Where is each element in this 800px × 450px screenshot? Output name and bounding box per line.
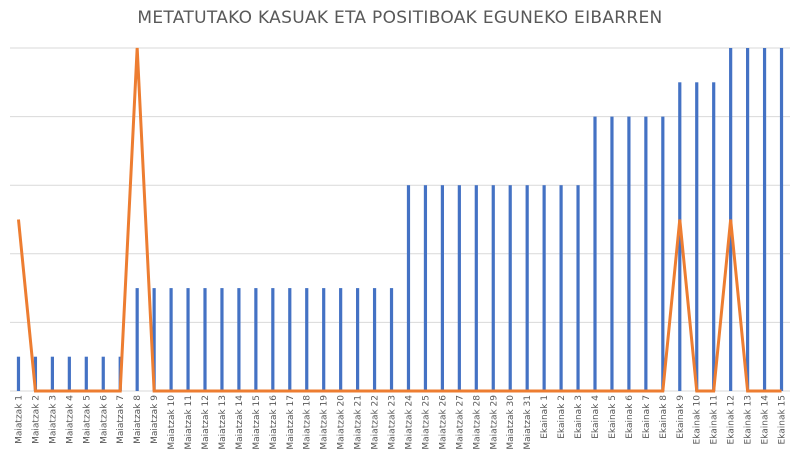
bar <box>610 116 614 391</box>
x-tick-label: Maiatzak 19 <box>320 395 330 450</box>
bar <box>33 356 38 391</box>
x-tick-label: Maiatzak 27 <box>455 395 465 450</box>
x-tick-label: Ekainak 1 <box>540 395 550 439</box>
bar <box>406 185 411 391</box>
bar <box>186 288 190 391</box>
bar <box>474 185 478 391</box>
x-tick-label: Maiatzak 17 <box>286 395 296 450</box>
bar <box>695 82 699 392</box>
bar <box>169 288 173 391</box>
bar <box>84 356 88 391</box>
x-tick-label: Ekainak 5 <box>608 395 618 439</box>
bar <box>288 288 292 391</box>
x-tick-label: Maiatzak 14 <box>235 395 245 450</box>
x-tick-label: Maiatzak 31 <box>523 395 533 450</box>
bar <box>254 288 258 391</box>
x-tick-label: Maiatzak 4 <box>65 395 75 444</box>
bar <box>237 288 241 391</box>
x-tick-label: Ekainak 2 <box>557 395 567 439</box>
bar <box>220 288 224 391</box>
x-tick-label: Maiatzak 28 <box>472 395 482 450</box>
bar <box>712 82 716 392</box>
bar <box>67 356 71 391</box>
x-tick-label: Maiatzak 7 <box>116 395 126 444</box>
bar <box>101 356 105 391</box>
x-tick-label: Maiatzak 16 <box>269 395 279 450</box>
series-line <box>16 47 782 393</box>
x-tick-label: Maiatzak 26 <box>438 395 448 450</box>
bar <box>305 288 309 391</box>
gridlines <box>10 47 790 392</box>
x-tick-label: Maiatzak 18 <box>303 395 313 450</box>
x-tick-label: Maiatzak 10 <box>167 395 177 450</box>
bar <box>559 185 563 391</box>
x-tick-label: Maiatzak 6 <box>99 395 109 444</box>
x-tick-label: Maiatzak 1 <box>14 395 24 444</box>
x-tick-label: Maiatzak 8 <box>133 395 143 444</box>
bar <box>779 48 784 391</box>
bar <box>16 356 21 391</box>
x-tick-label: Ekainak 8 <box>659 395 669 439</box>
x-tick-label: Maiatzak 29 <box>489 395 499 450</box>
bar <box>542 185 546 391</box>
bar <box>440 185 444 391</box>
x-tick-label: Maiatzak 30 <box>506 395 516 450</box>
x-tick-label: Ekainak 15 <box>778 395 788 445</box>
x-tick-label: Maiatzak 20 <box>337 395 347 450</box>
x-tick-label: Maiatzak 21 <box>354 395 364 450</box>
bar <box>339 288 343 391</box>
bar <box>50 356 54 391</box>
x-tick-label: Maiatzak 13 <box>218 395 228 450</box>
bar <box>152 288 156 391</box>
x-tick-label: Ekainak 14 <box>761 395 771 445</box>
x-tick-label: Maiatzak 9 <box>150 395 160 444</box>
bar <box>525 185 529 391</box>
line-series <box>16 47 782 393</box>
x-axis-tick-labels: Maiatzak 1 Maiatzak 2 Maiatzak 3 Maiatzak 4… <box>14 395 787 450</box>
chart-title: METATUTAKO KASUAK ETA POSITIBOAK EGUNEKO… <box>137 8 663 28</box>
x-tick-label: Maiatzak 15 <box>252 395 262 450</box>
bar <box>762 48 767 391</box>
bar <box>203 288 207 391</box>
bar <box>372 288 377 391</box>
bar <box>678 82 682 392</box>
x-tick-label: Ekainak 3 <box>574 395 584 439</box>
bar <box>389 288 394 391</box>
x-tick-label: Ekainak 12 <box>727 395 737 445</box>
bar <box>423 185 428 391</box>
x-tick-label: Ekainak 10 <box>693 395 703 445</box>
x-tick-label: Maiatzak 5 <box>82 395 92 444</box>
bar <box>593 116 597 391</box>
bar <box>746 48 750 391</box>
x-tick-label: Ekainak 4 <box>591 395 601 439</box>
x-tick-label: Ekainak 7 <box>642 395 652 439</box>
bar <box>457 185 461 391</box>
bar <box>322 288 326 391</box>
x-tick-label: Ekainak 6 <box>625 395 635 439</box>
x-tick-label: Maiatzak 12 <box>201 395 211 450</box>
bar <box>508 185 512 391</box>
x-tick-label: Ekainak 13 <box>744 395 754 445</box>
bar <box>644 116 648 391</box>
x-tick-label: Ekainak 11 <box>710 395 720 445</box>
x-tick-label: Maiatzak 25 <box>421 395 431 450</box>
bar <box>491 185 495 391</box>
x-tick-label: Ekainak 9 <box>676 395 686 439</box>
x-tick-label: Maiatzak 2 <box>31 395 41 444</box>
bar <box>135 288 139 391</box>
bar <box>356 288 360 391</box>
x-tick-label: Maiatzak 11 <box>184 395 194 450</box>
x-tick-label: Maiatzak 3 <box>48 395 58 444</box>
bar <box>627 116 631 391</box>
bar <box>661 116 665 391</box>
bar <box>271 288 275 391</box>
x-tick-label: Maiatzak 24 <box>404 395 414 450</box>
x-tick-label: Maiatzak 22 <box>371 395 381 450</box>
x-tick-label: Maiatzak 23 <box>388 395 398 450</box>
bar <box>576 185 580 391</box>
